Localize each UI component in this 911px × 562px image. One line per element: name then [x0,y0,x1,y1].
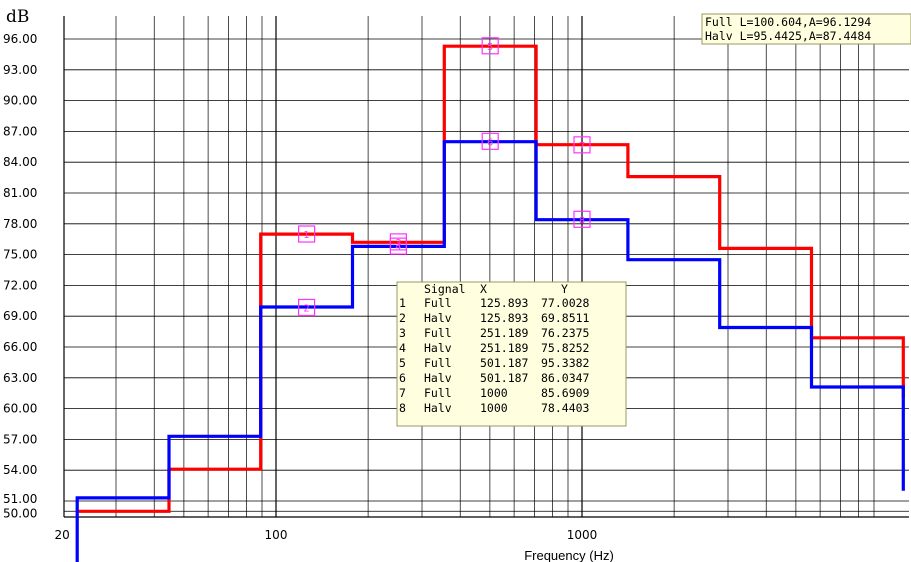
table-cell: Halv [424,401,452,415]
y-axis-unit-label: dB [6,7,29,27]
table-cell: 125.893 [480,296,529,310]
table-cell: 1000 [480,401,508,415]
y-tick-label: 50.00 [3,506,37,520]
y-tick-label: 81.00 [3,186,37,200]
data-marker-label: 2 [303,303,309,314]
markers-group: 1 2 34 5 6 7 8 [298,37,591,317]
series-group [75,44,905,562]
x-tick-label: 20 [54,528,69,542]
table-cell: Full [424,356,452,370]
legend-background [701,13,911,45]
data-marker-label: 5 [487,42,493,53]
table-cell: 75.8252 [541,341,589,355]
table-header-x: X [480,282,487,296]
y-tick-label: 96.00 [3,32,37,46]
table-cell: 125.893 [480,311,529,325]
table-cell: Halv [424,311,452,325]
table-cell: Full [424,326,452,340]
data-marker-label: 7 [579,141,585,152]
table-cell: 5 [399,356,406,370]
data-marker [389,237,408,255]
y-tick-label: 57.00 [3,432,37,446]
table-header-y: Y [561,282,568,296]
table-cell: Full [424,386,452,400]
table-cell: 86.0347 [541,371,590,385]
table-cell: 501.187 [480,356,529,370]
data-marker-label: 6 [487,137,493,148]
legend-entry-halv: Halv L=95.4425,A=87.4484 [705,29,871,43]
y-tick-label: 93.00 [3,63,37,77]
table-cell: 3 [399,326,406,340]
table-cell: 501.187 [480,371,529,385]
x-tick-label: 100 [265,528,288,542]
y-tick-label: 75.00 [3,248,37,262]
data-marker-label: 3 [395,238,401,249]
table-cell: 76.2375 [541,326,589,340]
table-cell: 78.4403 [541,401,590,415]
y-tick-label: 78.00 [3,217,37,231]
table-cell: 251.189 [480,326,529,340]
y-tick-label: 63.00 [3,371,37,385]
table-cell: 2 [399,311,406,325]
table-cell: 8 [399,401,406,415]
x-tick-labels: 20 100 1000 [54,528,597,542]
table-cell: 1000 [480,386,508,400]
y-tick-labels: 96.00 93.00 90.00 87.00 84.00 81.00 78.00 75.00… [3,32,37,520]
y-tick-label: 90.00 [3,94,37,108]
plot-frame [63,16,909,518]
table-cell: Halv [424,341,452,355]
table-cell: 77.0028 [541,296,590,310]
table-header-signal: Signal [424,282,466,296]
y-tick-label: 54.00 [3,463,37,477]
data-marker [573,136,591,154]
legend: Full L=100.604,A=96.1294 Halv L=95.4425,… [701,13,911,45]
data-marker-label: 8 [579,215,585,226]
y-tick-label: 66.00 [3,340,37,354]
data-marker [298,225,316,243]
table-cell: 85.6909 [541,386,590,400]
table-cell: 4 [399,341,406,355]
data-marker [481,37,499,55]
data-marker-label: 1 [303,230,309,241]
table-cell: 1 [399,296,406,310]
series-line-halv [75,140,905,562]
table-cell: Halv [424,371,452,385]
data-marker [573,210,591,228]
table-cell: 251.189 [480,341,529,355]
y-tick-label: 84.00 [3,155,37,169]
x-axis-label: Frequency (Hz) [524,548,614,562]
table-cell: 6 [399,371,406,385]
data-marker-label: 4 [395,242,401,253]
marker-table-background [396,281,627,427]
y-tick-label: 72.00 [3,278,37,292]
grid [64,16,909,517]
y-tick-label: 51.00 [3,492,37,506]
table-cell: 69.8511 [541,311,590,325]
y-tick-label: 69.00 [3,309,37,323]
table-cell: Full [424,296,452,310]
data-marker [481,132,499,150]
table-cell: 95.3382 [541,356,589,370]
table-cell: 7 [399,386,406,400]
data-marker [298,298,316,317]
marker-table: Signal X Y 1 Full 125.893 77.0028 2 Halv 125.893 6… [396,281,627,427]
series-line-full [77,44,905,513]
legend-entry-full: Full L=100.604,A=96.1294 [705,15,871,29]
x-tick-label: 1000 [567,528,598,542]
y-tick-label: 87.00 [3,124,37,138]
y-tick-label: 60.00 [3,402,37,416]
